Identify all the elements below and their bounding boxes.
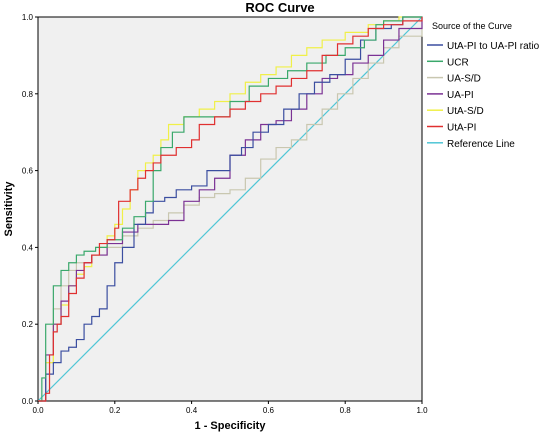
x-axis-label: 1 - Specificity	[195, 420, 267, 432]
x-tick-label: 0.8	[340, 406, 352, 415]
y-tick-label: 0.0	[22, 397, 34, 406]
y-axis-ticks: 0.0 0.2 0.4 0.6 0.8 1.0	[22, 13, 38, 406]
series-line-reference-line	[37, 16, 423, 402]
x-axis-ticks: 0.0 0.2 0.4 0.6 0.8 1.0	[32, 401, 428, 415]
chart-title: ROC Curve	[245, 0, 314, 15]
series-line-ucr	[38, 16, 422, 402]
series-line-uta-pi	[38, 17, 423, 402]
x-tick-label: 1.0	[416, 406, 428, 415]
y-tick-label: 0.4	[22, 243, 34, 252]
x-tick-label: 0.0	[32, 406, 44, 415]
y-axis-label: Sensitivity	[3, 181, 15, 237]
y-tick-label: 0.8	[22, 90, 34, 99]
legend-label-ucr: UCR	[447, 57, 469, 68]
legend-label-reference-line: Reference Line	[447, 139, 515, 150]
legend-label-ua-s-d: UA-S/D	[447, 74, 481, 85]
y-tick-label: 0.6	[22, 167, 34, 176]
legend-label-uta-pi-to-ua-pi-ratio: UtA-PI to UA-PI ratio	[447, 41, 540, 52]
x-tick-label: 0.2	[109, 406, 121, 415]
legend-title: Source of the Curve	[432, 21, 512, 31]
legend-label-uta-s-d: UtA-S/D	[447, 106, 484, 117]
legend-label-ua-pi: UA-PI	[447, 90, 474, 101]
y-tick-label: 1.0	[22, 13, 34, 22]
legend: Source of the Curve UtA-PI to UA-PI rati…	[427, 21, 540, 150]
x-tick-label: 0.4	[186, 406, 198, 415]
y-tick-label: 0.2	[22, 320, 34, 329]
series-group	[37, 16, 423, 402]
x-tick-label: 0.6	[263, 406, 275, 415]
series-line-uta-pi-to-ua-pi-ratio	[38, 16, 422, 402]
legend-label-uta-pi: UtA-PI	[447, 123, 476, 134]
